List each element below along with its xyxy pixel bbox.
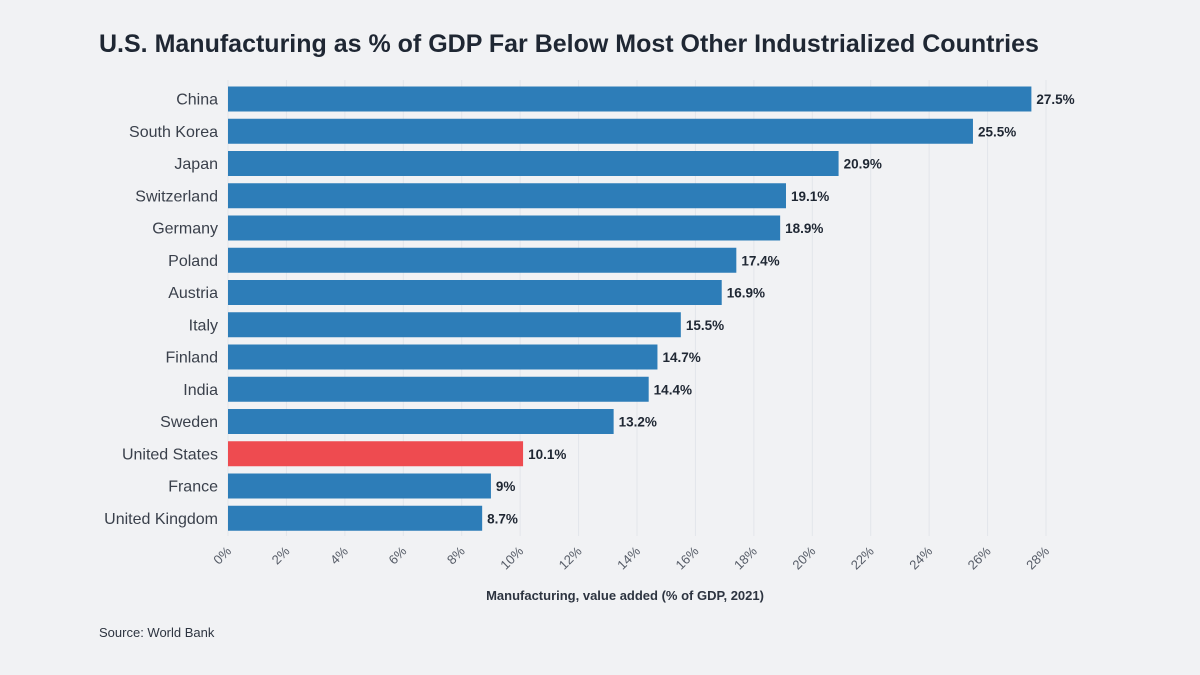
data-label: 20.9%	[844, 157, 882, 172]
x-tick-label: 6%	[386, 543, 410, 567]
x-tick-label: 10%	[497, 543, 526, 572]
category-label: Germany	[152, 221, 218, 238]
bar	[228, 473, 491, 499]
category-label: China	[176, 92, 218, 109]
bar	[228, 247, 737, 273]
category-label: France	[168, 479, 218, 496]
bar-highlight	[228, 441, 524, 467]
data-label: 27.5%	[1036, 92, 1074, 107]
x-tick-label: 12%	[556, 543, 585, 572]
bar	[228, 118, 973, 144]
data-label: 14.4%	[654, 382, 692, 397]
x-tick-label: 14%	[614, 543, 643, 572]
data-label: 25.5%	[978, 124, 1016, 139]
x-tick-label: 22%	[848, 543, 877, 572]
bar	[228, 505, 483, 531]
bar	[228, 183, 786, 209]
bar	[228, 376, 649, 402]
x-tick-label: 0%	[210, 543, 234, 567]
category-label: South Korea	[129, 124, 218, 141]
category-label: Sweden	[160, 414, 218, 431]
bar	[228, 280, 722, 305]
category-label: Poland	[168, 253, 218, 270]
source-note: Source: World Bank	[99, 625, 215, 640]
data-label: 19.1%	[791, 189, 829, 204]
chart-title: U.S. Manufacturing as % of GDP Far Below…	[99, 30, 1039, 58]
category-label: United Kingdom	[104, 511, 218, 528]
data-label: 9%	[496, 479, 516, 494]
x-tick-label: 20%	[789, 543, 818, 572]
category-label: Austria	[168, 285, 218, 302]
bar	[228, 215, 781, 241]
x-tick-label: 4%	[327, 543, 351, 567]
x-tick-label: 18%	[731, 543, 760, 572]
x-tick-label: 16%	[673, 543, 702, 572]
category-label: Italy	[189, 317, 218, 334]
data-label: 8.7%	[487, 511, 518, 526]
category-label: India	[183, 382, 218, 399]
bar	[228, 86, 1032, 112]
data-label: 15.5%	[686, 318, 724, 333]
x-tick-label: 28%	[1023, 543, 1052, 572]
x-tick-label: 2%	[269, 543, 293, 567]
data-label: 18.9%	[785, 221, 823, 236]
data-label: 13.2%	[619, 415, 657, 430]
data-label: 10.1%	[528, 447, 566, 462]
x-tick-label: 26%	[965, 543, 994, 572]
bar	[228, 409, 614, 434]
x-axis-title: Manufacturing, value added (% of GDP, 20…	[486, 588, 764, 603]
x-tick-label: 8%	[444, 543, 468, 567]
data-label: 16.9%	[727, 286, 765, 301]
bar	[228, 151, 839, 176]
x-tick-label: 24%	[906, 543, 935, 572]
data-label: 17.4%	[741, 253, 779, 268]
category-label: Finland	[166, 350, 218, 367]
category-label: Switzerland	[135, 188, 218, 205]
category-label: Japan	[174, 156, 218, 173]
bar	[228, 312, 681, 338]
category-label: United States	[122, 446, 218, 463]
bar	[228, 344, 658, 370]
data-label: 14.7%	[662, 350, 700, 365]
